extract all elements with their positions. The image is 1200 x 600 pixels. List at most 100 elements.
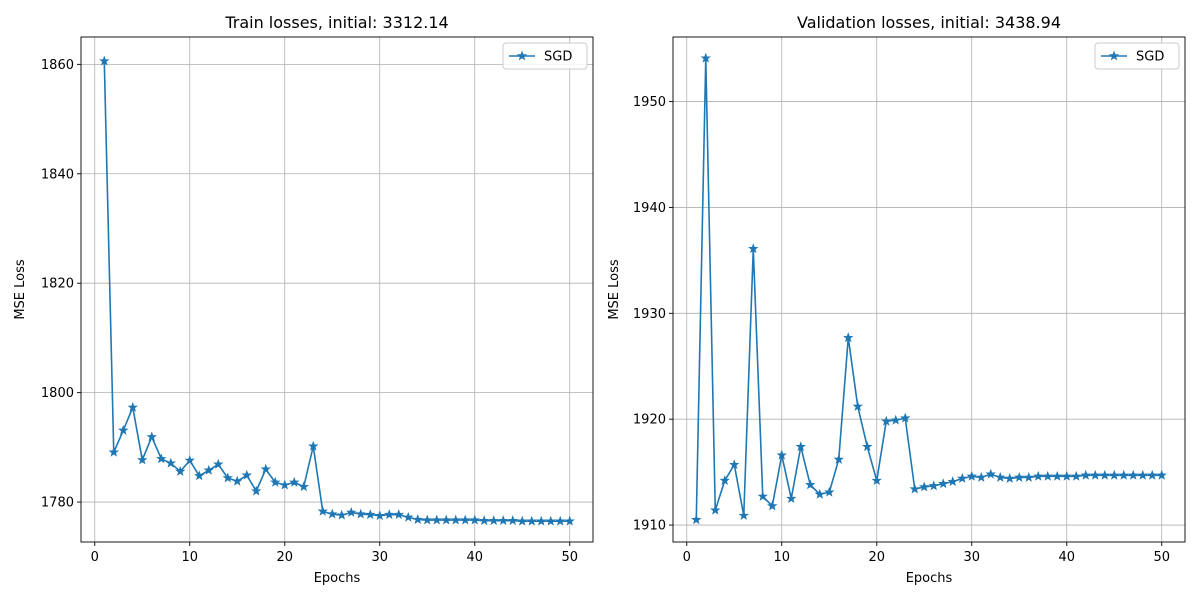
data-point xyxy=(279,479,290,490)
x-tick-label: 30 xyxy=(963,550,980,565)
x-tick-label: 40 xyxy=(466,550,483,565)
x-tick-label: 30 xyxy=(371,550,388,565)
data-point xyxy=(137,454,148,465)
data-point xyxy=(241,469,252,480)
data-point xyxy=(814,488,825,499)
data-point xyxy=(403,511,414,522)
x-tick-label: 0 xyxy=(683,550,691,565)
data-point xyxy=(957,473,968,483)
data-point xyxy=(786,493,797,504)
series-line-sgd xyxy=(695,57,1162,520)
legend-box xyxy=(1094,42,1180,70)
y-tick-label: 1920 xyxy=(633,413,666,428)
data-point xyxy=(346,506,357,517)
data-point xyxy=(1071,470,1082,481)
data-point xyxy=(488,515,499,526)
legend-label: SGD xyxy=(1136,50,1164,65)
data-point xyxy=(1023,471,1034,482)
data-point xyxy=(1052,470,1063,481)
axes-frame xyxy=(672,36,1186,543)
data-point xyxy=(919,481,930,492)
data-point xyxy=(1033,470,1044,481)
data-point xyxy=(881,415,892,426)
data-point xyxy=(1147,469,1158,480)
data-point xyxy=(564,515,575,526)
series-line-sgd xyxy=(103,61,570,523)
data-point xyxy=(938,478,949,489)
data-point xyxy=(450,514,461,525)
data-point xyxy=(108,446,119,457)
x-axis-label: Epochs xyxy=(314,571,361,586)
chart-panel-validation: 0 10 20 30 40 50 1910 1920 1930 1940 1950 Validatio… xyxy=(607,13,1186,586)
data-point xyxy=(251,485,262,496)
data-point xyxy=(1109,469,1120,480)
legend-marker xyxy=(1108,50,1120,61)
data-point xyxy=(393,509,404,520)
y-tick-label: 1780 xyxy=(41,496,74,511)
data-point xyxy=(976,471,987,482)
data-point xyxy=(298,481,309,492)
data-point xyxy=(194,470,205,481)
legend: SGD xyxy=(502,42,588,70)
data-point xyxy=(928,480,939,491)
data-point xyxy=(156,453,167,464)
data-point xyxy=(1118,469,1129,480)
data-point xyxy=(545,515,556,526)
data-point xyxy=(1090,469,1101,480)
data-point xyxy=(222,472,233,483)
data-point xyxy=(355,508,366,519)
data-point xyxy=(890,414,901,425)
data-point xyxy=(384,509,395,520)
data-point xyxy=(422,514,433,525)
x-tick-label: 20 xyxy=(868,550,885,565)
data-point xyxy=(99,55,110,66)
data-point xyxy=(748,243,759,254)
chart-panel-train: 0 10 20 30 40 50 1780 1800 1820 1840 1860 Train los… xyxy=(13,13,594,586)
y-tick-label: 1930 xyxy=(633,307,666,322)
data-point xyxy=(165,457,176,468)
x-axis-label: Epochs xyxy=(906,571,953,586)
data-point xyxy=(833,453,844,464)
data-point xyxy=(260,463,271,474)
data-point xyxy=(843,332,854,343)
data-point xyxy=(1014,471,1025,482)
legend: SGD xyxy=(1094,42,1180,70)
y-tick-label: 1910 xyxy=(633,519,666,534)
data-point xyxy=(824,486,835,497)
data-point xyxy=(365,509,376,520)
y-tick-label: 1800 xyxy=(41,386,74,401)
data-point xyxy=(146,431,157,442)
y-tick-label: 1860 xyxy=(41,58,74,73)
data-point xyxy=(985,468,996,479)
data-point xyxy=(852,401,863,411)
data-point xyxy=(536,515,547,526)
data-point xyxy=(995,471,1006,482)
data-point xyxy=(555,515,566,526)
data-point xyxy=(795,441,806,452)
y-axis-label: MSE Loss xyxy=(607,259,622,320)
data-point xyxy=(469,514,480,525)
data-point xyxy=(1156,469,1167,480)
data-point xyxy=(1061,470,1072,481)
data-point xyxy=(308,440,319,451)
data-point xyxy=(127,401,138,412)
data-point xyxy=(1080,469,1091,480)
data-point xyxy=(776,449,787,460)
x-tick-label: 50 xyxy=(561,550,578,565)
data-point xyxy=(526,515,537,526)
y-tick-label: 1940 xyxy=(633,201,666,216)
x-tick-label: 10 xyxy=(773,550,790,565)
data-point xyxy=(700,52,711,63)
data-point xyxy=(184,455,195,465)
data-point xyxy=(270,476,281,487)
data-point xyxy=(175,465,186,476)
legend-box xyxy=(502,42,588,70)
data-point xyxy=(431,514,442,525)
data-point xyxy=(213,458,224,469)
data-point xyxy=(871,475,882,486)
data-point xyxy=(517,515,528,526)
y-tick-label: 1820 xyxy=(41,277,74,292)
data-point xyxy=(719,475,730,486)
legend-marker xyxy=(516,50,528,61)
